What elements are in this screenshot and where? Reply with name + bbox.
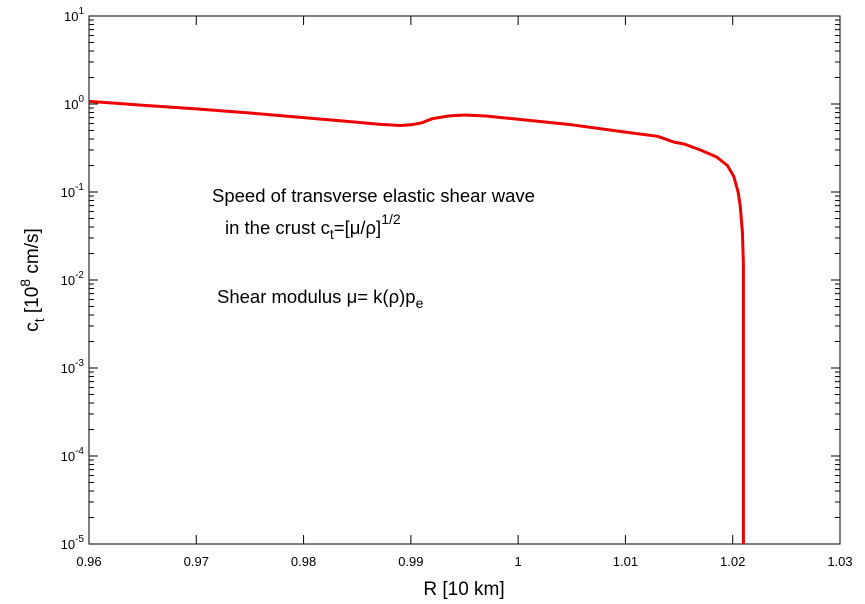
x-tick-label: 1.03 — [827, 554, 852, 569]
x-tick-label: 0.98 — [291, 554, 316, 569]
x-tick-label: 1.02 — [720, 554, 745, 569]
x-tick-label: 0.97 — [184, 554, 209, 569]
plot-frame — [88, 15, 841, 545]
annotation-line-1: Speed of transverse elastic shear wave — [212, 185, 535, 206]
x-axis-ticks: 0.96 0.97 0.98 0.99 1 1.01 1.02 1.03 — [76, 16, 853, 569]
y-tick-label: 10-5 — [61, 534, 85, 552]
y-tick-label: 10-2 — [61, 270, 85, 288]
y-tick-label: 10-1 — [61, 182, 85, 200]
x-tick-label: 1.01 — [613, 554, 638, 569]
x-tick-label: 0.99 — [398, 554, 423, 569]
y-axis-title: ct [108 cm/s] — [17, 228, 47, 332]
annotation-line-3: Shear modulus μ= k(ρ)pe — [217, 286, 424, 311]
x-axis-title: R [10 km] — [423, 579, 504, 600]
y-tick-label: 100 — [64, 94, 84, 112]
y-tick-label: 10-4 — [61, 446, 85, 464]
x-tick-label: 1 — [515, 554, 522, 569]
x-tick-label: 0.96 — [76, 554, 101, 569]
y-tick-label: 101 — [64, 6, 84, 24]
y-axis-ticks: 10-5 10-4 10-3 10-2 10-1 100 101 — [61, 6, 840, 552]
series-line — [88, 99, 745, 544]
y-tick-label: 10-3 — [61, 358, 85, 376]
annotation-line-2: in the crust ct=[μ/ρ]1/2 — [225, 211, 401, 242]
